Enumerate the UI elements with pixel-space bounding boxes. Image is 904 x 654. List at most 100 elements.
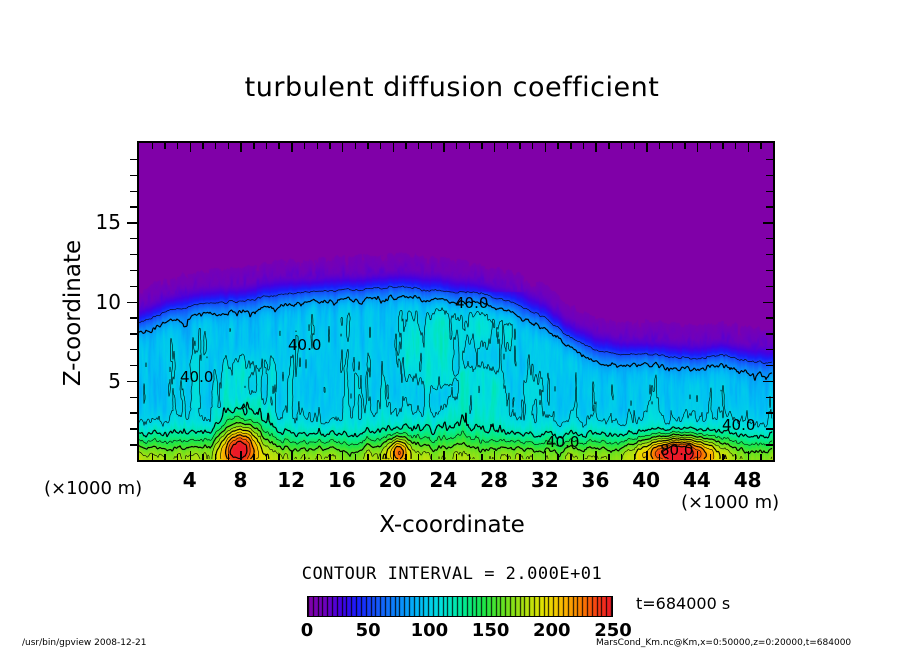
tick-mark <box>760 143 762 149</box>
x-tick-label-28: 28 <box>480 468 508 492</box>
tick-mark <box>215 143 217 149</box>
page-title: turbulent diffusion coefficient <box>244 72 660 103</box>
tick-mark <box>760 454 762 460</box>
tick-mark <box>763 301 773 303</box>
x-tick-label-40: 40 <box>632 468 661 492</box>
tick-mark <box>405 143 407 149</box>
tick-mark <box>709 143 711 149</box>
tick-mark <box>405 454 407 460</box>
tick-mark <box>341 143 344 152</box>
tick-mark <box>595 451 597 460</box>
tick-mark <box>130 253 137 256</box>
tick-mark <box>227 143 230 149</box>
tick-mark <box>189 451 192 460</box>
y-tick-label-5: 5 <box>108 368 121 393</box>
contour-label: 40.0 <box>546 433 579 451</box>
contour-level-220 <box>228 437 702 460</box>
x-tick-label-44: 44 <box>682 468 711 492</box>
contour-level-160 <box>215 428 727 460</box>
tick-mark <box>481 454 483 460</box>
tick-mark <box>766 206 773 208</box>
tick-mark <box>456 454 458 460</box>
tick-mark <box>417 454 420 460</box>
tick-mark <box>763 380 773 383</box>
contour-level-100 <box>139 415 773 447</box>
tick-mark <box>265 454 268 460</box>
contour-level-20 <box>139 285 773 365</box>
tick-mark <box>608 143 610 149</box>
contour-level-240 <box>229 440 694 460</box>
tick-mark <box>354 143 356 149</box>
tick-mark <box>696 451 699 460</box>
x-tick-label-24: 24 <box>429 468 458 492</box>
tick-mark <box>494 451 496 460</box>
tick-mark <box>278 454 280 460</box>
tick-mark <box>722 454 724 460</box>
tick-mark <box>696 143 699 152</box>
tick-mark <box>215 454 217 460</box>
tick-mark <box>766 333 773 335</box>
contour-label: 40.0 <box>722 416 755 434</box>
tick-mark <box>130 238 137 240</box>
tick-mark <box>582 454 585 460</box>
tick-mark <box>544 143 547 152</box>
tick-mark <box>658 454 661 460</box>
tick-mark <box>127 222 137 224</box>
tick-mark <box>130 174 137 177</box>
tick-mark <box>595 143 597 152</box>
tick-mark <box>709 454 711 460</box>
contour-label: 40.0 <box>288 336 321 354</box>
tick-mark <box>177 454 179 460</box>
colorbar-tick-250: 250 <box>594 620 632 641</box>
tick-mark <box>766 444 773 446</box>
x-tick-label-36: 36 <box>581 468 610 492</box>
tick-mark <box>253 143 255 149</box>
contour-label: 40.0 <box>180 368 213 386</box>
time-label: t=684000 s <box>636 594 731 613</box>
tick-mark <box>130 349 137 351</box>
tick-mark <box>766 190 773 192</box>
tick-mark <box>151 454 154 460</box>
tick-mark <box>544 451 547 460</box>
colorbar-tick-100: 100 <box>410 620 449 641</box>
tick-mark <box>392 143 394 152</box>
contour-level-200 <box>224 434 707 460</box>
tick-mark <box>329 143 331 149</box>
x-tick-label-4: 4 <box>182 468 197 492</box>
tick-mark <box>582 143 585 149</box>
contour-interval-label: CONTOUR INTERVAL = 2.000E+01 <box>301 564 603 584</box>
colorbar-tick-50: 50 <box>355 620 381 641</box>
tick-mark <box>379 143 382 149</box>
tick-mark <box>519 454 521 460</box>
tick-mark <box>130 333 137 335</box>
tick-mark <box>620 143 623 149</box>
contour-label: 80.0 <box>660 441 693 459</box>
tick-mark <box>646 451 648 460</box>
x-axis-unit-left: (×1000 m) <box>44 478 143 499</box>
tick-mark <box>671 454 673 460</box>
tick-mark <box>608 454 610 460</box>
colorbar-tick-150: 150 <box>471 620 510 641</box>
tick-mark <box>278 143 280 149</box>
contour-level-120 <box>139 421 773 458</box>
contour-level-60 <box>139 307 773 428</box>
tick-mark <box>766 269 773 272</box>
tick-mark <box>684 454 686 460</box>
tick-mark <box>763 222 773 224</box>
tick-mark <box>722 143 724 149</box>
tick-mark <box>646 143 648 152</box>
x-tick-label-16: 16 <box>327 468 356 492</box>
contour-plot-area: 40.0 40.0 40.0 40.0 40.0 80.0 <box>137 141 775 462</box>
tick-mark <box>570 454 572 460</box>
tick-mark <box>468 143 471 149</box>
tick-mark <box>227 454 230 460</box>
tick-mark <box>177 143 179 149</box>
footer-dataset-info: MarsCond_Km.nc@Km,x=0:50000,z=0:20000,t=… <box>596 638 852 648</box>
tick-mark <box>557 454 559 460</box>
tick-mark <box>766 238 773 240</box>
tick-mark <box>240 451 242 460</box>
tick-mark <box>633 454 635 460</box>
contour-level-80 <box>139 401 773 440</box>
tick-mark <box>468 454 471 460</box>
tick-mark <box>291 451 293 460</box>
